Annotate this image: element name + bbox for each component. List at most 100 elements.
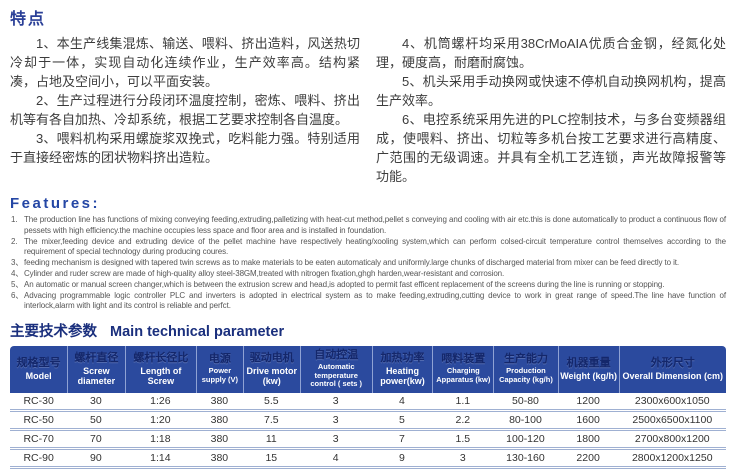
table-cell: 2300x600x1050 [618,393,726,412]
en-feature-item: 1. The production line has functions of m… [10,215,726,237]
table-row: RC-50 50 1:20 380 7.5 3 5 2.2 80-100 1600 2500x650… [10,412,726,431]
table-cell: RC-90 [10,450,68,469]
table-cell: 5.5 [242,393,300,412]
table-cell: 7 [371,431,433,450]
en-feature-item: 5、 An automatic or manual screen changer,… [10,280,726,291]
cn-feature-item: 3、喂料机构采用螺旋浆双挽式，吃料能力强。特别适用于直接经密炼的团状物料挤出造粒… [10,131,360,165]
table-cell: 2500x6500x1100 [618,412,726,431]
tech-params-heading-en: Main technical parameter [110,324,285,341]
table-cell: 1600 [557,412,619,431]
en-feature-list: 1. The production line has functions of m… [10,215,726,312]
column-header-cn: 螺杆长径比 [133,351,189,364]
en-feature-text: feeding mechanism is designed with taper… [24,258,680,268]
table-cell: 1.5 [432,431,494,450]
table-cell: RC-50 [10,412,68,431]
tech-params-heading-cn: 主要技术参数 [10,324,97,341]
column-header-en: Drive motor (kw) [246,365,298,386]
table-cell: 1:14 [124,450,197,469]
column-header-en: Heating power(kw) [380,365,425,386]
column-header-en: Model [25,370,52,381]
table-cell: 100-120 [493,431,558,450]
column-header-cn: 螺杆直径 [74,351,119,364]
table-cell: 30 [67,393,125,412]
table-cell: 1.1 [432,393,494,412]
table-cell: 380 [196,393,243,412]
cn-feature-item: 4、机筒螺杆均采用38CrMoAIA优质合金钢，经氮化处理，硬度高，耐磨耐腐蚀。 [376,36,726,70]
table-cell: 1800 [557,431,619,450]
table-cell: RC-70 [10,431,68,450]
en-feature-text: Advacing programmable logic controller P… [24,290,726,311]
column-header-cn: 驱动电机 [249,351,294,364]
table-cell: 11 [242,431,300,450]
table-row: RC-90 90 1:14 380 15 4 9 3 130-160 2200 2800x1200x… [10,450,726,469]
table-cell: 3 [299,393,372,412]
table-cell: 3 [299,412,372,431]
column-header-en: Length of Screw [140,365,182,386]
list-marker: 5、 [11,279,24,289]
column-header: 电源 Power supply (V) [196,346,243,393]
column-header: 加热功率 Heating power(kw) [371,346,433,393]
en-feature-text: The production line has functions of mix… [24,215,726,235]
column-header: 规格型号 Model [10,346,68,393]
features-heading-en: Features: [10,195,101,212]
table-cell: 5 [371,412,433,431]
tech-params-heading: 主要技术参数 Main technical parameter [10,320,726,341]
en-feature-item: 4、 Cylinder and ruder screw are made of h… [10,269,726,280]
column-header-cn: 加热功率 [380,351,425,364]
column-header: 螺杆长径比 Length of Screw [124,346,197,393]
table-cell: 1:26 [124,393,197,412]
cn-feature-item: 1、本生产线集混炼、输送、喂料、挤出造料，风送热切冷却于一体，实现自动化连续作业… [10,36,360,89]
table-cell: 130-160 [493,450,558,469]
table-cell: 3 [432,450,494,469]
table-cell: 380 [196,412,243,431]
column-header-en: Screw diameter [77,365,116,386]
features-heading-cn: 特点 [10,11,47,28]
en-feature-item: 6、 Advacing programmable logic controller… [10,291,726,313]
en-feature-text: An automatic or manual screen changer,wh… [24,279,665,289]
column-header-en: Production Capacity (kg/h) [499,366,553,384]
table-cell: 2.2 [432,412,494,431]
table-row: RC-30 30 1:26 380 5.5 3 4 1.1 50-80 1200 2300x600x… [10,393,726,412]
table-cell: 7.5 [242,412,300,431]
table-cell: 50 [67,412,125,431]
table-cell: 1:18 [124,431,197,450]
table-cell: 2700x800x1200 [618,431,726,450]
table-cell: 9 [371,450,433,469]
column-header: 机器重量 Weight (kg/h) [557,346,619,393]
en-feature-item: 2. The mixer,feeding device and extruding… [10,237,726,259]
column-header-en: Overall Dimension (cm) [622,370,724,381]
column-header-en: Weight (kg/h) [560,370,618,381]
cn-feature-col-1: 4、机筒螺杆均采用38CrMoAIA优质合金钢，经氮化处理，硬度高，耐磨耐腐蚀。… [376,34,726,186]
table-row: RC-70 70 1:18 380 11 3 7 1.5 100-120 1800 2700x800… [10,431,726,450]
list-marker: 4、 [11,268,24,278]
list-marker: 2. [11,236,18,246]
column-header: 外形尺寸 Overall Dimension (cm) [618,346,726,393]
table-header-row: 规格型号 Model 螺杆直径 Screw diameter 螺杆长径比 Length o… [10,346,726,393]
column-header-en: Automatic temperature control ( sets ) [310,362,363,389]
cn-feature-item: 2、生产过程进行分段闭环温度控制，密炼、喂料、挤出机等有各自加热、冷却系统，根据… [10,93,360,127]
column-header-cn: 自动控温 [314,349,359,362]
cn-feature-col-0: 1、本生产线集混炼、输送、喂料、挤出造料，风送热切冷却于一体，实现自动化连续作业… [10,34,360,186]
table-cell: 90 [67,450,125,469]
column-header-cn: 规格型号 [16,356,61,369]
list-marker: 6、 [11,290,24,300]
column-header-en: Power supply (V) [201,366,239,384]
en-feature-text: The mixer,feeding device and extruding d… [24,236,726,257]
column-header-cn: 外形尺寸 [650,356,695,369]
cn-feature-item: 6、电控系统采用先进的PLC控制技术，与多台变频器组成，使喂料、挤出、切粒等多机… [376,112,726,184]
table-cell: 50-80 [493,393,558,412]
en-feature-item: 3、 feeding mechanism is designed with tap… [10,258,726,269]
column-header-cn: 生产能力 [503,353,548,366]
cn-feature-item: 5、机头采用手动换网或快速不停机自动换网机构，提高生产效率。 [376,74,726,108]
table-cell: 2800x1200x1250 [618,450,726,469]
table-cell: 70 [67,431,125,450]
table-cell: 3 [299,431,372,450]
column-header: 螺杆直径 Screw diameter [67,346,125,393]
column-header: 喂料装置 Charging Apparatus (kw) [432,346,494,393]
table-cell: RC-30 [10,393,68,412]
column-header-en: Charging Apparatus (kw) [436,366,491,384]
spec-table: 规格型号 Model 螺杆直径 Screw diameter 螺杆长径比 Length o… [10,346,726,469]
column-header-cn: 喂料装置 [441,353,486,366]
en-feature-text: Cylinder and ruder screw are made of hig… [24,268,505,278]
column-header: 生产能力 Production Capacity (kg/h) [493,346,558,393]
